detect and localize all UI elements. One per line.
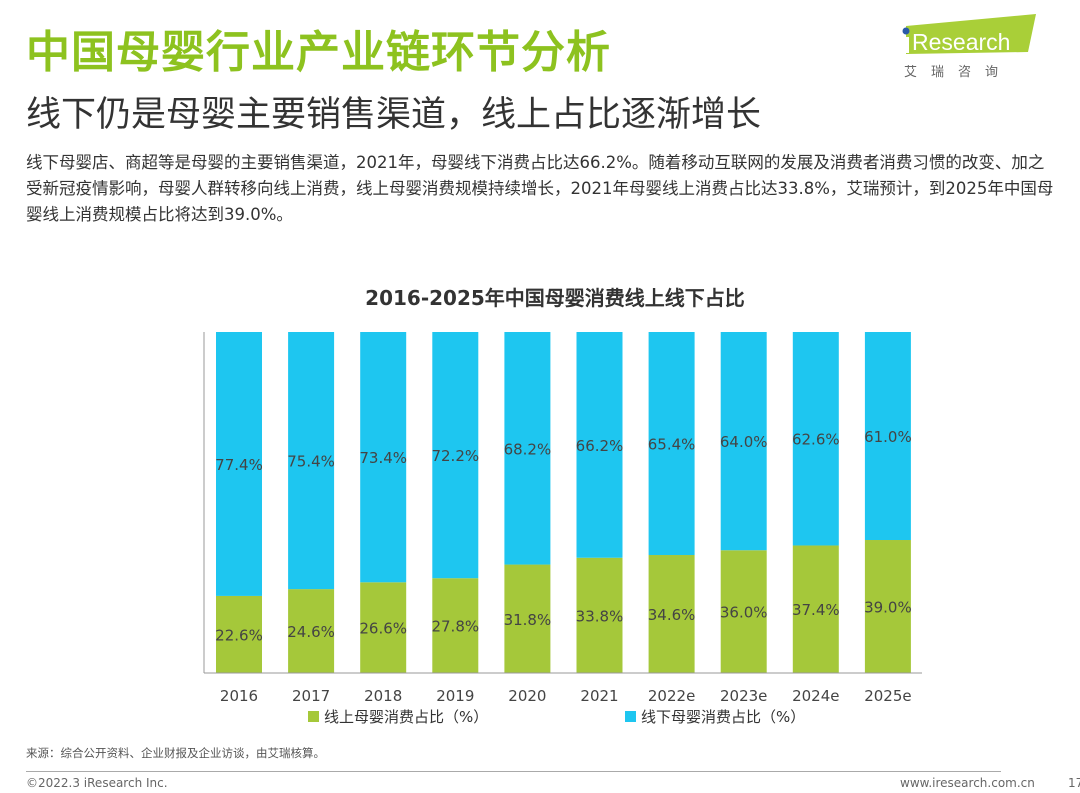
data-label-online: 37.4% xyxy=(792,601,840,619)
data-label-offline: 77.4% xyxy=(215,456,263,474)
data-label-online: 31.8% xyxy=(504,611,552,629)
bar-offline xyxy=(792,332,839,546)
chart-title: 2016-2025年中国母婴消费线上线下占比 xyxy=(365,286,745,310)
data-label-offline: 73.4% xyxy=(359,449,407,467)
legend-swatch-online xyxy=(308,711,319,722)
bar-online xyxy=(576,557,623,673)
bar-online xyxy=(864,540,911,673)
footer-divider xyxy=(26,771,1001,772)
data-label-offline: 61.0% xyxy=(864,428,912,446)
legend-label-offline: 线下母婴消费占比（%） xyxy=(641,708,806,726)
bar-online xyxy=(720,550,767,673)
data-label-offline: 66.2% xyxy=(576,437,624,455)
legend-swatch-offline xyxy=(625,711,636,722)
x-tick-label: 2016 xyxy=(220,687,258,705)
bar-online xyxy=(648,555,695,673)
data-label-offline: 65.4% xyxy=(648,436,696,454)
bar-online xyxy=(288,589,335,673)
bar-offline xyxy=(864,332,911,541)
x-tick-label: 2018 xyxy=(364,687,402,705)
page-subtitle: 线下仍是母婴主要销售渠道，线上占比逐渐增长 xyxy=(26,95,762,135)
bar-offline xyxy=(504,332,551,565)
x-tick-label: 2020 xyxy=(508,687,546,705)
iresearch-logo: Research 艾瑞咨询 xyxy=(898,8,1043,80)
page-number: 17 xyxy=(1068,776,1080,790)
bar-online xyxy=(432,578,479,673)
x-tick-label: 2019 xyxy=(436,687,474,705)
x-tick-label: 2025e xyxy=(864,687,911,705)
x-tick-label: 2022e xyxy=(648,687,695,705)
data-label-offline: 64.0% xyxy=(720,433,768,451)
x-tick-label: 2023e xyxy=(720,687,767,705)
data-label-online: 33.8% xyxy=(576,607,624,625)
page-title: 中国母婴行业产业链环节分析 xyxy=(26,27,611,78)
bar-offline xyxy=(432,332,479,579)
legend-item-online: 线上母婴消费占比（%） xyxy=(308,706,488,727)
data-label-offline: 75.4% xyxy=(287,453,335,471)
data-label-offline: 68.2% xyxy=(504,440,552,458)
bar-offline xyxy=(720,332,767,551)
data-label-offline: 62.6% xyxy=(792,431,840,449)
bar-offline xyxy=(648,332,695,556)
legend-item-offline: 线下母婴消费占比（%） xyxy=(625,706,805,727)
bar-online xyxy=(504,564,551,673)
legend-label-online: 线上母婴消费占比（%） xyxy=(324,708,489,726)
bar-online xyxy=(216,595,262,673)
website-link[interactable]: www.iresearch.com.cn xyxy=(900,776,1035,790)
data-label-online: 34.6% xyxy=(648,606,696,624)
data-label-online: 39.0% xyxy=(864,599,912,617)
data-label-online: 36.0% xyxy=(720,604,768,622)
bar-online xyxy=(360,582,407,673)
svg-text:Research: Research xyxy=(912,29,1010,55)
data-label-online: 24.6% xyxy=(287,623,335,641)
data-label-online: 27.8% xyxy=(431,618,479,636)
svg-text:艾瑞咨询: 艾瑞咨询 xyxy=(904,65,1012,80)
bar-offline xyxy=(216,332,262,596)
data-label-online: 22.6% xyxy=(215,626,263,644)
data-label-online: 26.6% xyxy=(359,620,407,638)
bar-online xyxy=(792,545,839,673)
description: 线下母婴店、商超等是母婴的主要销售渠道，2021年，母婴线下消费占比达66.2%… xyxy=(26,153,1054,224)
x-tick-label: 2021 xyxy=(580,687,618,705)
bar-offline xyxy=(360,332,407,583)
source-note: 来源：综合公开资料、企业财报及企业访谈，由艾瑞核算。 xyxy=(26,746,325,760)
copyright: ©2022.3 iResearch Inc. xyxy=(26,776,168,790)
bar-offline xyxy=(576,332,623,558)
x-tick-label: 2017 xyxy=(292,687,330,705)
bar-offline xyxy=(288,332,335,590)
x-tick-label: 2024e xyxy=(792,687,839,705)
data-label-offline: 72.2% xyxy=(431,447,479,465)
